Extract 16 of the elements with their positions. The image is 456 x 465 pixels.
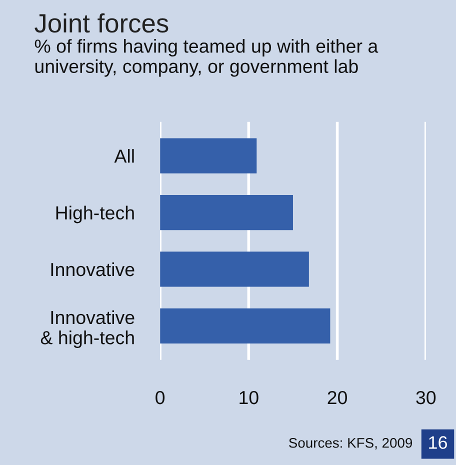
text: 16 xyxy=(429,436,448,449)
source-note: Sources: KFS, 2009 xyxy=(289,438,412,450)
x-tick-label: 10 xyxy=(240,390,258,404)
chart-subtitle: % of firms having teamed up with either a university, company, or government lab xyxy=(34,39,378,77)
bar xyxy=(160,194,293,230)
chart-title: Joint forces xyxy=(34,13,168,33)
y-tick-label: All xyxy=(114,149,134,163)
bar xyxy=(160,138,257,174)
x-tick-label: 20 xyxy=(328,390,347,404)
y-tick-label: Innovative xyxy=(51,262,134,276)
y-tick-label: Innovative & high-tech xyxy=(40,310,134,348)
x-tick-label: 0 xyxy=(156,390,165,404)
y-tick-label: High-tech xyxy=(56,206,134,224)
x-tick-label: 30 xyxy=(416,390,436,404)
bar xyxy=(160,308,330,344)
bar xyxy=(160,252,309,287)
